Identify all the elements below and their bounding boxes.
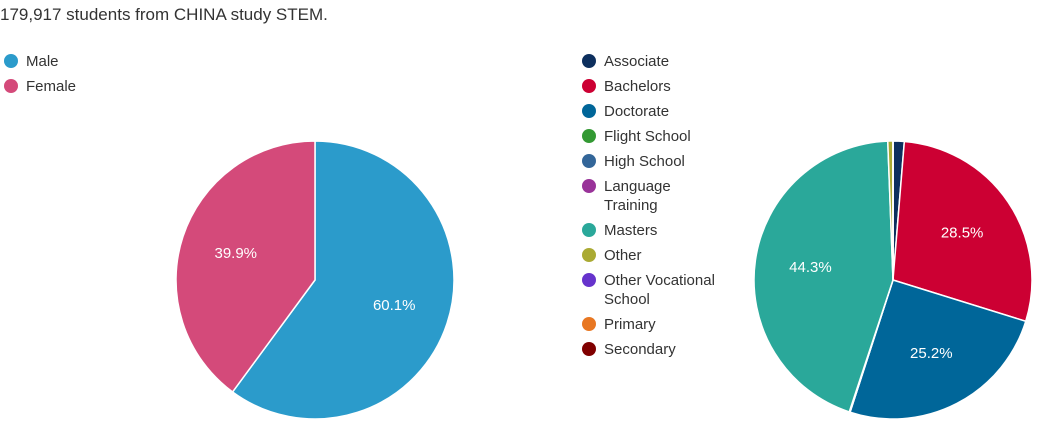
legend-swatch — [582, 154, 596, 168]
legend-swatch — [582, 79, 596, 93]
pie-slice — [892, 140, 1033, 323]
legend-swatch — [582, 104, 596, 118]
legend-item: Associate — [582, 52, 724, 71]
legend-label: Male — [26, 53, 59, 70]
legend-item: Other Vocational School — [582, 271, 724, 309]
legend-label: Associate — [604, 53, 670, 70]
legend-swatch — [582, 179, 596, 193]
pie-slice — [849, 279, 1027, 420]
legend-swatch — [582, 129, 596, 143]
data-label: 39.9% — [214, 245, 257, 262]
legend-item: Female — [4, 77, 146, 96]
legend-swatch — [582, 273, 596, 287]
legend-label: Other — [604, 247, 642, 264]
legend-item: Bachelors — [582, 77, 724, 96]
legend-item: Secondary — [582, 340, 724, 359]
title: 179,917 students from CHINA study STEM. — [0, 5, 328, 24]
data-label: 28.5% — [941, 224, 984, 241]
legend-label: Language Training — [604, 178, 671, 214]
legend-label: Masters — [604, 222, 658, 239]
data-label: 60.1% — [373, 297, 416, 314]
legend-swatch — [582, 317, 596, 331]
pie-slice — [231, 140, 455, 420]
legend-label: Doctorate — [604, 103, 670, 120]
legend-label: Primary — [604, 316, 656, 333]
legend-swatch — [582, 342, 596, 356]
legend-swatch — [582, 54, 596, 68]
legend-label: Bachelors — [604, 78, 671, 95]
legend-label: Secondary — [604, 341, 676, 358]
legend-swatch — [4, 54, 18, 68]
legend-item: Male — [4, 52, 146, 71]
pie-slice — [175, 140, 316, 393]
data-label: 44.3% — [789, 259, 832, 276]
legend-item: Flight School — [582, 127, 724, 146]
legend-label: Female — [26, 78, 77, 95]
legend-label: High School — [604, 153, 685, 170]
data-label: 25.2% — [910, 345, 953, 362]
legend-swatch — [582, 223, 596, 237]
legend-item: High School — [582, 152, 724, 171]
legend-label: Flight School — [604, 128, 691, 145]
legend-item: Masters — [582, 221, 724, 240]
legend-item: Other — [582, 246, 724, 265]
legend-swatch — [4, 79, 18, 93]
legend-item: Doctorate — [582, 102, 724, 121]
legend: Associate Bachelors Doctorate Flight School… — [582, 52, 724, 365]
legend: Male Female — [4, 52, 146, 102]
legend-label: Other Vocational School — [604, 272, 715, 308]
pie-slice — [753, 140, 894, 413]
legend-swatch — [582, 248, 596, 262]
legend-item: Primary — [582, 315, 724, 334]
legend-item: Language Training — [582, 177, 724, 215]
